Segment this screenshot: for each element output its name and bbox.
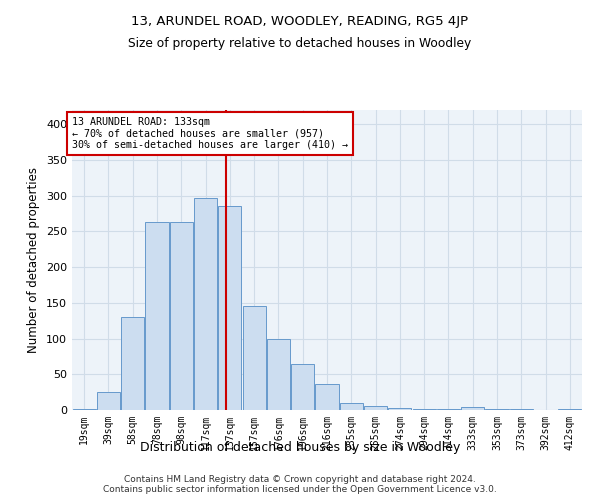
Text: 13 ARUNDEL ROAD: 133sqm
← 70% of detached houses are smaller (957)
30% of semi-d: 13 ARUNDEL ROAD: 133sqm ← 70% of detache…	[72, 117, 348, 150]
Bar	[413, 408, 436, 410]
Bar	[388, 408, 412, 410]
Bar	[267, 340, 290, 410]
Bar	[218, 206, 241, 410]
Bar	[485, 408, 509, 410]
Bar	[437, 408, 460, 410]
Bar	[97, 392, 120, 410]
Y-axis label: Number of detached properties: Number of detached properties	[28, 167, 40, 353]
Text: Distribution of detached houses by size in Woodley: Distribution of detached houses by size …	[140, 441, 460, 454]
Text: Contains public sector information licensed under the Open Government Licence v3: Contains public sector information licen…	[103, 484, 497, 494]
Bar	[340, 403, 363, 410]
Bar	[316, 384, 338, 410]
Text: 13, ARUNDEL ROAD, WOODLEY, READING, RG5 4JP: 13, ARUNDEL ROAD, WOODLEY, READING, RG5 …	[131, 15, 469, 28]
Text: Contains HM Land Registry data © Crown copyright and database right 2024.: Contains HM Land Registry data © Crown c…	[124, 476, 476, 484]
Bar	[121, 317, 144, 410]
Bar	[145, 222, 169, 410]
Bar	[170, 222, 193, 410]
Bar	[194, 198, 217, 410]
Text: Size of property relative to detached houses in Woodley: Size of property relative to detached ho…	[128, 38, 472, 51]
Bar	[364, 406, 387, 410]
Bar	[242, 306, 266, 410]
Bar	[291, 364, 314, 410]
Bar	[461, 407, 484, 410]
